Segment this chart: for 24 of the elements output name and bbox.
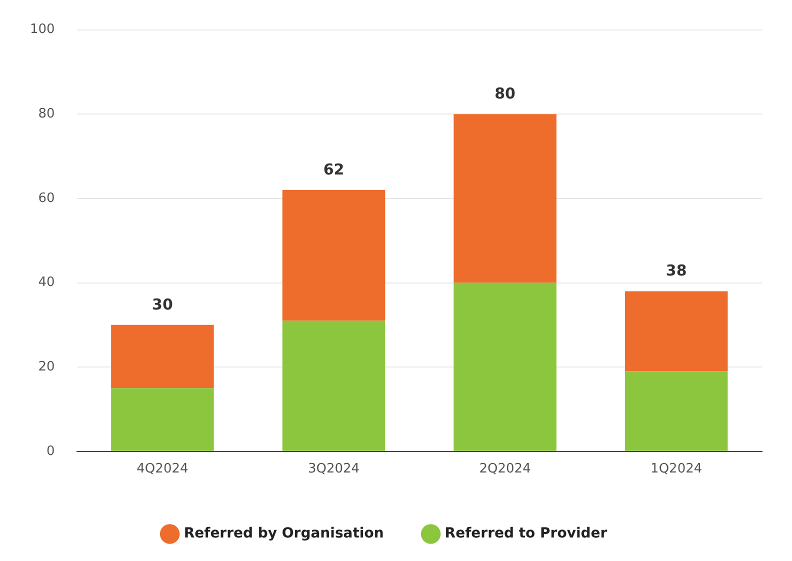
y-tick-label: 100 [30,22,55,38]
y-tick-label: 40 [38,275,55,290]
bar [111,388,214,451]
y-tick-label: 0 [46,444,55,459]
x-tick-label: 3Q2024 [308,462,360,477]
x-tick-label: 2Q2024 [479,462,531,477]
legend-label: Referred to Provider [444,526,608,542]
y-tick-label: 60 [38,190,55,206]
bar [111,324,214,388]
y-tick-label: 80 [38,106,55,122]
legend-label: Referred by Organisation [184,526,384,542]
total-label: 30 [152,295,173,314]
x-tick-label: 4Q2024 [136,462,188,477]
bar [282,320,386,451]
bar [454,114,556,283]
y-tick-label: 20 [38,359,55,374]
total-label: 62 [323,160,344,178]
total-label: 38 [666,262,687,280]
bar [624,291,728,372]
total-label: 80 [494,84,516,103]
x-tick-label: 1Q2024 [650,462,702,477]
bar [624,371,728,451]
bar [282,190,386,321]
bar [454,282,556,451]
